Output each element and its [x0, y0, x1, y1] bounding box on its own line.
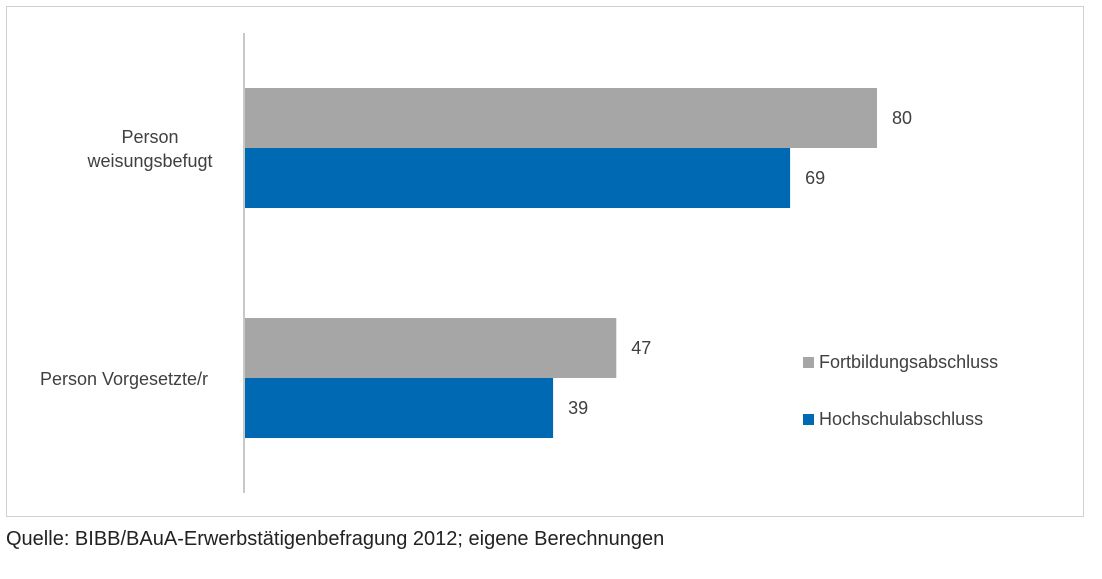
- source-note: Quelle: BIBB/BAuA-Erwerbstätigenbefragun…: [6, 528, 665, 550]
- legend-label: Fortbildungsabschluss: [819, 352, 998, 372]
- value-label: 69: [805, 168, 825, 188]
- legend-label: Hochschulabschluss: [819, 409, 983, 429]
- category-label: Person Vorgesetzte/r: [40, 369, 208, 389]
- bar-fortbildung-0: [245, 88, 877, 148]
- bar-hochschul-0: [245, 148, 791, 208]
- legend-swatch: [803, 357, 814, 368]
- chart-frame: 80 47 69 39 Person weisungsbefugt Person Vorge…: [6, 6, 1084, 517]
- value-label: 47: [631, 338, 651, 358]
- bar-hochschul-1: [245, 378, 554, 438]
- value-label: 80: [892, 108, 912, 128]
- value-label: 39: [568, 398, 588, 418]
- bar-fortbildung-1: [245, 318, 617, 378]
- bar-chart: 80 47 69 39 Person weisungsbefugt Person Vorge…: [40, 33, 998, 493]
- category-label: Person weisungsbefugt: [86, 127, 212, 171]
- legend-swatch: [803, 414, 814, 425]
